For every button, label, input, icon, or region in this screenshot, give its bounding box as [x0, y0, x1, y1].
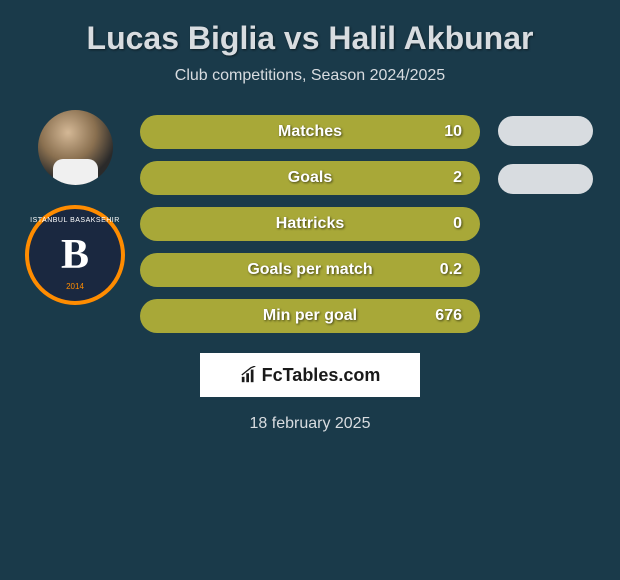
stat-bar-goals-per-match: Goals per match 0.2 — [140, 253, 480, 287]
comparison-pill — [498, 164, 593, 194]
stat-value: 0.2 — [440, 261, 462, 279]
stat-bar-matches: Matches 10 — [140, 115, 480, 149]
badge-letter: B — [61, 231, 89, 279]
right-column — [490, 100, 600, 194]
footer-logo: FcTables.com — [200, 353, 420, 397]
badge-club-name: ISTANBUL BASAKSEHIR — [30, 217, 120, 224]
stat-value: 10 — [444, 123, 462, 141]
date-text: 18 february 2025 — [10, 397, 610, 433]
chart-icon — [240, 366, 258, 384]
player-avatar — [38, 110, 113, 185]
subtitle: Club competitions, Season 2024/2025 — [10, 67, 610, 100]
stat-value: 676 — [435, 307, 462, 325]
comparison-pill — [498, 116, 593, 146]
stat-value: 2 — [453, 169, 462, 187]
stat-bar-hattricks: Hattricks 0 — [140, 207, 480, 241]
page-title: Lucas Biglia vs Halil Akbunar — [10, 10, 610, 67]
stat-label: Goals — [288, 169, 332, 187]
stat-label: Min per goal — [263, 307, 357, 325]
stat-label: Hattricks — [276, 215, 344, 233]
stat-value: 0 — [453, 215, 462, 233]
left-column: ISTANBUL BASAKSEHIR B 2014 — [20, 100, 130, 305]
stats-column: Matches 10 Goals 2 Hattricks 0 Goals per… — [140, 100, 480, 333]
stat-label: Goals per match — [247, 261, 372, 279]
content-area: ISTANBUL BASAKSEHIR B 2014 Matches 10 Go… — [10, 100, 610, 333]
logo-text: FcTables.com — [262, 365, 381, 386]
stat-bar-min-per-goal: Min per goal 676 — [140, 299, 480, 333]
badge-year: 2014 — [66, 282, 84, 291]
stat-bar-goals: Goals 2 — [140, 161, 480, 195]
club-badge: ISTANBUL BASAKSEHIR B 2014 — [25, 205, 125, 305]
stat-label: Matches — [278, 123, 342, 141]
